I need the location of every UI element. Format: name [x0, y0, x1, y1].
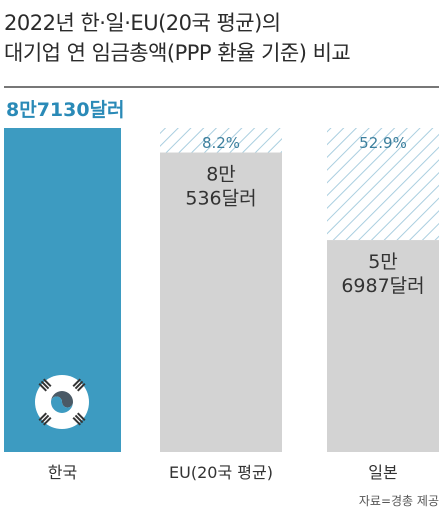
chart-title: 2022년 한·일·EU(20국 평균)의 대기업 연 임금총액(PPP 환율 … [4, 8, 439, 68]
gap-label-1: 8.2% [202, 134, 240, 152]
value-label-0: 8만7130달러 [6, 99, 125, 121]
trigram-3-1 [74, 414, 84, 424]
source-note: 자료=경총 제공 [358, 494, 439, 508]
title-divider [4, 86, 439, 88]
trigram-3-2 [72, 417, 81, 426]
bar-gap-hatch-1 [160, 128, 282, 153]
category-label-0: 한국 [48, 463, 77, 482]
gap-label-2: 52.9% [359, 134, 407, 152]
value-label-1-1: 536달러 [185, 188, 256, 210]
taegeuk-red-half [51, 391, 73, 408]
trigram-0-0 [43, 378, 52, 387]
category-label-2: 일본 [368, 463, 397, 482]
trigram-1-2 [77, 383, 86, 392]
bar-gap-hatch-2 [327, 128, 439, 241]
value-label-2-1: 6987달러 [341, 275, 424, 297]
trigram-2-0 [38, 412, 47, 421]
trigram-3-0 [77, 412, 86, 421]
trigram-1-0 [72, 378, 81, 387]
bar-2 [327, 240, 439, 452]
trigram-0-1 [40, 380, 50, 390]
value-label-2-0: 5만 [368, 251, 398, 273]
category-label-1: EU(20국 평균) [169, 463, 273, 482]
trigram-2-1 [40, 414, 50, 424]
trigram-0-2 [38, 383, 47, 392]
bar-1 [160, 152, 282, 452]
trigram-2-2 [43, 417, 52, 426]
taegeuk-blue-half [51, 396, 73, 413]
title-line-1: 2022년 한·일·EU(20국 평균)의 [4, 11, 281, 35]
title-line-2: 대기업 연 임금총액(PPP 환율 기준) 비교 [4, 41, 351, 65]
trigram-1-1 [74, 380, 84, 390]
value-label-1-0: 8만 [206, 164, 236, 186]
